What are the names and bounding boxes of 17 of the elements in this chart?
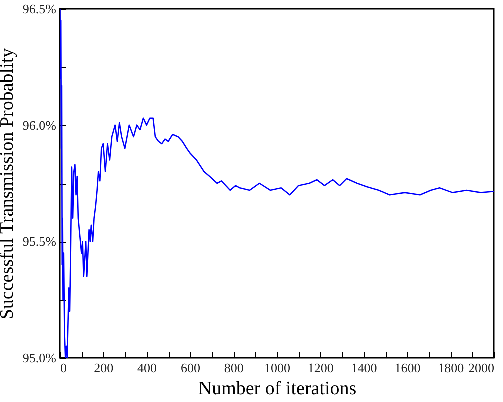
line-series [60, 9, 494, 358]
x-tick-label: 0 [60, 360, 67, 376]
x-tick-label: 600 [180, 360, 200, 376]
x-tick-label: 800 [224, 360, 244, 376]
x-tick-label: 200 [94, 360, 114, 376]
x-tick-label: 1800 [438, 360, 464, 376]
x-tick-label: 400 [138, 360, 158, 376]
y-tick-label: 95.0% [22, 350, 57, 366]
x-tick-label: 1200 [308, 360, 334, 376]
y-tick-label: 95.5% [22, 234, 57, 250]
x-tick-label: 1000 [264, 360, 290, 376]
x-axis-title: Number of iterations [198, 378, 357, 400]
x-tick-label: 1400 [351, 360, 378, 376]
x-tick-label: 2000 [468, 360, 494, 376]
y-tick-label: 96.5% [22, 2, 57, 16]
y-tick-label: 96.0% [22, 118, 57, 133]
x-tick-label: 1600 [394, 360, 421, 376]
